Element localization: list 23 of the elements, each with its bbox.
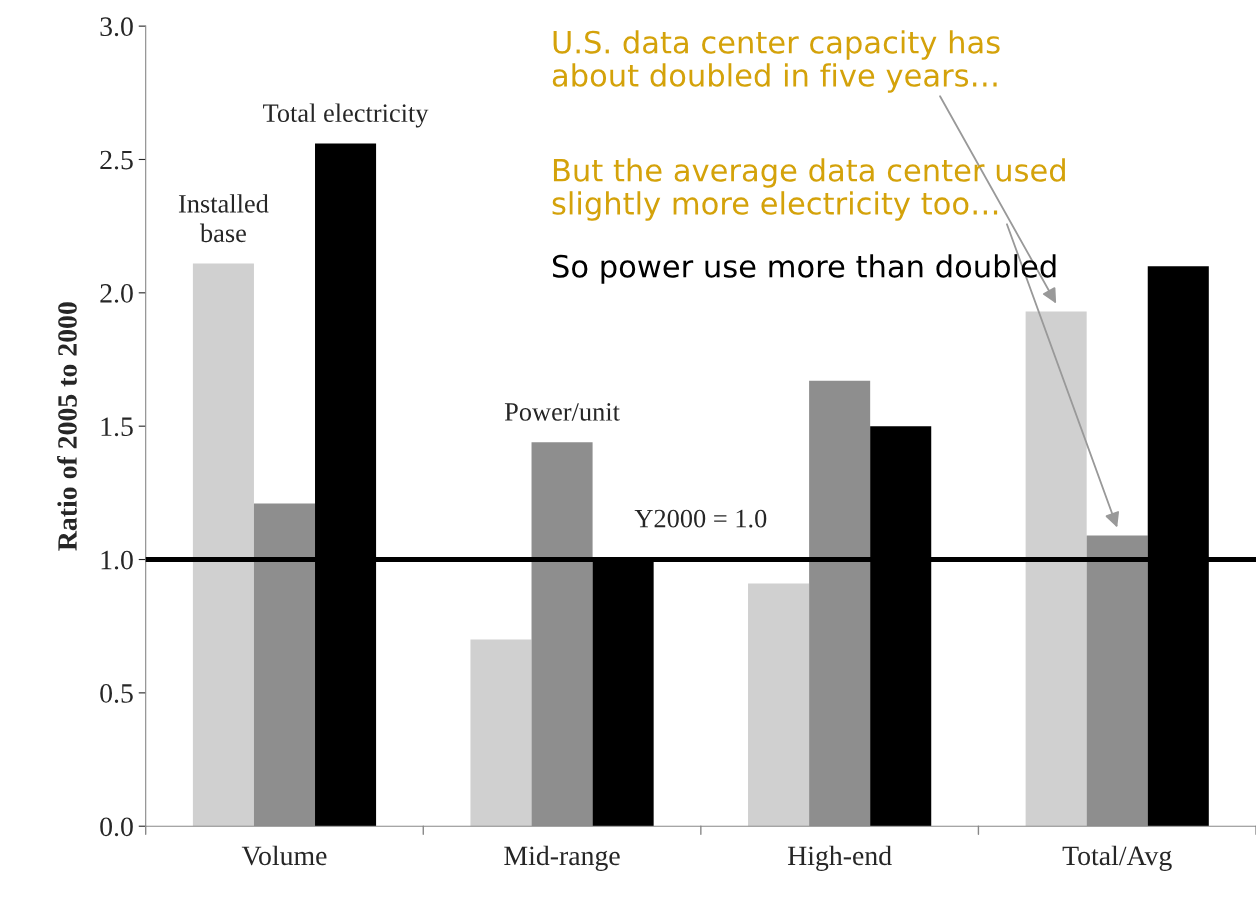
- y-tick-label: 0.5: [100, 684, 133, 703]
- series-label: Installed base: [178, 194, 269, 243]
- y-tick-label: 2.5: [100, 150, 133, 170]
- x-tick-label: Mid-range: [504, 845, 620, 871]
- bar: [192, 263, 254, 827]
- y-tick-label: 0.0: [100, 817, 133, 837]
- series-label: Power/unit: [504, 403, 620, 421]
- bar: [1025, 311, 1087, 827]
- annotation: U.S. data center capacity has about doubled in five years…: [552, 30, 1000, 93]
- series-label: Total electricity: [263, 103, 429, 128]
- bar: [748, 583, 810, 827]
- y-axis-title: Ratio of 2005 to 2000: [57, 302, 77, 551]
- y-tick-label: 3.0: [100, 17, 133, 37]
- ref-line-label: Y2000 = 1.0: [634, 509, 767, 528]
- x-tick-label: Volume: [241, 845, 327, 866]
- x-tick-label: Total/Avg: [1062, 845, 1172, 871]
- y-tick-label: 1.0: [101, 550, 133, 570]
- annotation: But the average data center used slightly more electricity too…: [552, 158, 1065, 221]
- annotation: So power use more than doubled: [552, 254, 1056, 284]
- y-tick-label: 1.5: [101, 417, 133, 437]
- x-tick-label: High-end: [787, 845, 892, 871]
- bar: [470, 639, 532, 827]
- y-tick-label: 2.0: [100, 283, 133, 303]
